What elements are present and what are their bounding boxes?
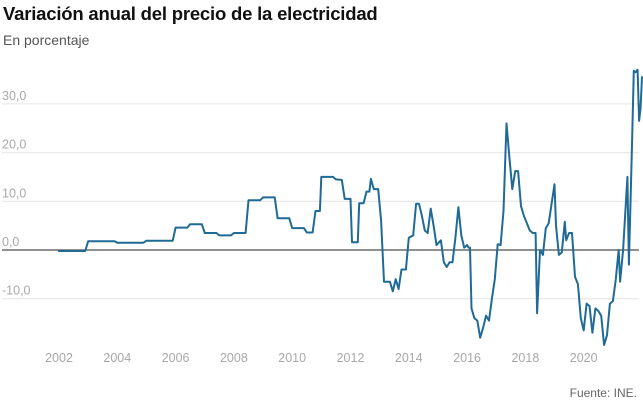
y-tick-label: 10,0 [2, 186, 26, 200]
x-tick-label: 2006 [162, 351, 190, 365]
y-tick-label: 0,0 [2, 235, 19, 249]
series-layer [58, 68, 643, 346]
x-tick-label: 2016 [453, 351, 481, 365]
chart-subtitle: En porcentaje [3, 32, 90, 48]
x-tick-label: 2008 [220, 351, 248, 365]
y-tick-label: 20,0 [2, 138, 26, 152]
x-tick-label: 2010 [278, 351, 306, 365]
x-axis-labels: 2002 2004 2006 2008 2010 2012 2014 2016 2018 2020 [45, 351, 598, 365]
x-tick-label: 2020 [570, 351, 598, 365]
y-axis-labels: -10,0 0,0 10,0 20,0 30,0 [2, 89, 31, 298]
x-tick-label: 2012 [337, 351, 365, 365]
y-tick-label: -10,0 [2, 284, 31, 298]
x-tick-label: 2002 [45, 351, 73, 365]
x-tick-label: 2014 [395, 351, 423, 365]
x-tick-label: 2018 [511, 351, 539, 365]
y-tick-label: 30,0 [2, 89, 26, 103]
source-note: Fuente: INE. [569, 386, 637, 400]
chart-title: Variación anual del precio de la electri… [3, 3, 378, 24]
series-line [58, 68, 643, 346]
x-tick-label: 2004 [103, 351, 131, 365]
